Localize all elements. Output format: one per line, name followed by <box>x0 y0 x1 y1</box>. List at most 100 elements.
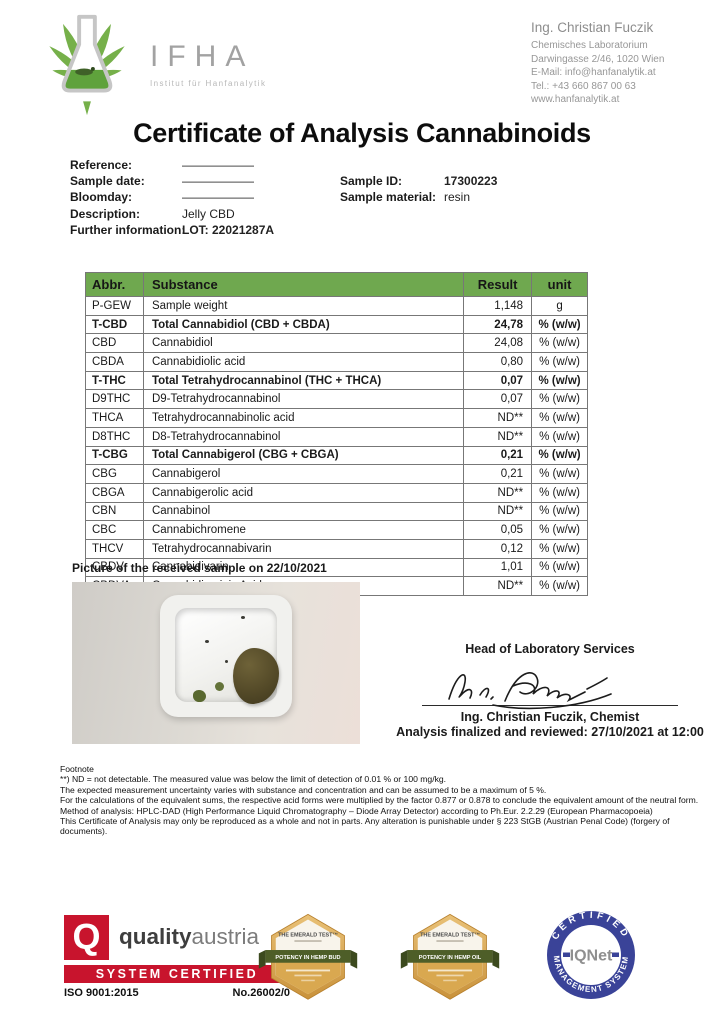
table-row: T-CBG Total Cannabigerol (CBG + CBGA) 0,… <box>85 445 588 466</box>
contact-line: E-Mail: info@hanfanalytik.at <box>531 67 656 79</box>
cell-abbr: D9THC <box>85 389 144 410</box>
info-row: Reference: —————— <box>70 157 274 173</box>
signer-name: Ing. Christian Fuczik, Chemist <box>460 710 640 724</box>
table-row: T-CBD Total Cannabidiol (CBD + CBDA) 24,… <box>85 314 588 335</box>
table-row: CBC Cannabichromene 0,05 % (w/w) <box>85 520 588 540</box>
svg-text:THE EMERALD TEST™: THE EMERALD TEST™ <box>278 932 338 938</box>
cell-result: 0,12 <box>463 538 533 559</box>
info-value: LOT: 22021287A <box>182 222 275 237</box>
footnote-line: The expected measurement uncertainty var… <box>60 784 547 795</box>
svg-text:POTENCY IN HEMP BUD: POTENCY IN HEMP BUD <box>275 955 340 961</box>
info-value: Jelly CBD <box>182 206 235 221</box>
cell-abbr: CBDA <box>85 352 144 372</box>
signature-line <box>422 705 678 706</box>
iso-line: ISO 9001:2015 No.26002/0 <box>64 987 290 999</box>
info-row: Sample date: —————— <box>70 173 274 189</box>
contact-line: Chemisches Laboratorium <box>531 40 648 51</box>
info-label: Further information: <box>70 222 186 237</box>
sample-fragment <box>193 690 206 702</box>
cell-result: 24,08 <box>463 333 533 354</box>
contact-line: www.hanfanalytik.at <box>531 94 620 106</box>
cell-abbr: CBC <box>85 520 144 540</box>
col-header-unit: unit <box>531 272 588 297</box>
info-label: Reference: <box>70 158 133 172</box>
table-row: D9THC D9-Tetrahydrocannabinol 0,07 % (w/… <box>85 389 588 410</box>
table-row: CBD Cannabidiol 24,08 % (w/w) <box>85 333 588 354</box>
table-row: CBDV Cannabidivarin 1,01 % (w/w) <box>85 557 588 578</box>
cell-unit: % (w/w) <box>531 520 588 540</box>
info-row: Description: Jelly CBD <box>70 206 274 222</box>
info-value: —————— <box>182 190 254 205</box>
info-row: Sample ID: 17300223 <box>340 173 497 189</box>
sample-speck <box>205 640 209 643</box>
signature-role: Head of Laboratory Services <box>465 642 635 656</box>
quality-austria-wordmark: qualityaustria <box>119 924 259 950</box>
emerald-test-hemp-oil-badge: THE EMERALD TEST™ POTENCY IN HEMP OIL <box>400 913 500 1000</box>
iqnet-certified-badge: CERTIFIED MANAGEMENT SYSTEM IQNet <box>547 910 635 999</box>
results-table: Abbr. Substance Result unit P-GEW Sample… <box>85 272 588 596</box>
contact-lines: Chemisches Laboratorium Darwingasse 2/46… <box>531 39 664 107</box>
cell-abbr: CBGA <box>85 482 144 503</box>
cell-result: 0,21 <box>463 464 533 484</box>
cell-abbr: THCV <box>85 538 144 559</box>
info-value: —————— <box>182 158 254 172</box>
cell-result: ND** <box>463 501 533 522</box>
col-header-abbr: Abbr. <box>85 272 144 297</box>
cell-unit: % (w/w) <box>531 576 588 596</box>
brand-austria: austria <box>191 924 260 949</box>
cell-substance: Cannabigerolic acid <box>142 482 465 503</box>
system-certified-banner: SYSTEM CERTIFIED <box>64 965 290 983</box>
sample-photo <box>72 582 360 744</box>
weigh-dish <box>160 595 292 717</box>
sample-speck <box>225 660 228 663</box>
sample-info-left: Reference: —————— Sample date: —————— Bloo… <box>70 157 274 238</box>
emerald-test-hemp-bud-badge: THE EMERALD TEST™ POTENCY IN HEMP BUD <box>258 913 358 1000</box>
cell-abbr: T-CBD <box>85 314 144 335</box>
cell-unit: % (w/w) <box>531 557 588 578</box>
sample-speck <box>241 616 245 619</box>
svg-text:POTENCY IN HEMP OIL: POTENCY IN HEMP OIL <box>419 955 482 961</box>
cell-substance: Cannabidiol <box>142 333 465 354</box>
footnote-heading: Footnote <box>60 764 94 774</box>
sample-fragment <box>215 682 224 691</box>
cell-substance: Cannabigerol <box>142 464 465 484</box>
svg-text:THE EMERALD TEST™: THE EMERALD TEST™ <box>420 932 480 938</box>
cell-result: 0,07 <box>463 370 533 391</box>
certificate-number: No.26002/0 <box>232 987 290 999</box>
sample-info-right: Sample ID: 17300223 Sample material: resin <box>340 173 497 205</box>
cell-unit: % (w/w) <box>531 370 588 391</box>
cell-substance: Cannabidiolic acid <box>142 352 465 372</box>
cell-result: ND** <box>463 482 533 503</box>
info-row: Bloomday: —————— <box>70 189 274 205</box>
footnote-line: **) ND = not detectable. The measured va… <box>60 774 447 785</box>
quality-austria-badge: Q qualityaustria SYSTEM CERTIFIED ISO 90… <box>64 914 290 999</box>
logo-subtitle: Institut für Hanfanalytik <box>150 79 267 88</box>
footnote: Footnote **) ND = not detectable. The me… <box>60 764 712 837</box>
page-title: Certificate of Analysis Cannabinoids <box>133 118 591 148</box>
cell-abbr: T-CBG <box>85 445 144 466</box>
footnote-line: This Certificate of Analysis may only be… <box>60 816 670 837</box>
cell-result: 0,05 <box>463 520 533 540</box>
cell-unit: % (w/w) <box>531 389 588 410</box>
cell-substance: Cannabichromene <box>142 520 465 540</box>
cell-result: 0,21 <box>463 445 533 466</box>
table-row: T-THC Total Tetrahydrocannabinol (THC + … <box>85 370 588 391</box>
cell-substance: Tetrahydrocannabinolic acid <box>142 408 465 428</box>
cell-substance: Total Tetrahydrocannabinol (THC + THCA) <box>142 370 465 391</box>
cell-abbr: THCA <box>85 408 144 428</box>
svg-text:IQNet: IQNet <box>570 948 613 965</box>
info-label: Sample date: <box>70 174 145 189</box>
cell-substance: Total Cannabigerol (CBG + CBGA) <box>142 445 465 466</box>
info-label: Sample ID: <box>340 174 403 188</box>
cell-unit: % (w/w) <box>531 538 588 559</box>
cell-unit: % (w/w) <box>531 445 588 466</box>
cell-result: ND** <box>463 408 533 428</box>
table-row: THCV Tetrahydrocannabivarin 0,12 % (w/w) <box>85 538 588 559</box>
ifha-logo: IFHA Institut für Hanfanalytik <box>150 42 267 89</box>
contact-line: Tel.: +43 660 867 00 63 <box>531 80 636 92</box>
table-row: D8THC D8-Tetrahydrocannabinol ND** % (w/… <box>85 426 588 447</box>
sample-picture-caption: Picture of the received sample on 22/10/… <box>72 561 327 575</box>
table-row: CBDA Cannabidiolic acid 0,80 % (w/w) <box>85 352 588 372</box>
info-value: 17300223 <box>444 174 498 188</box>
